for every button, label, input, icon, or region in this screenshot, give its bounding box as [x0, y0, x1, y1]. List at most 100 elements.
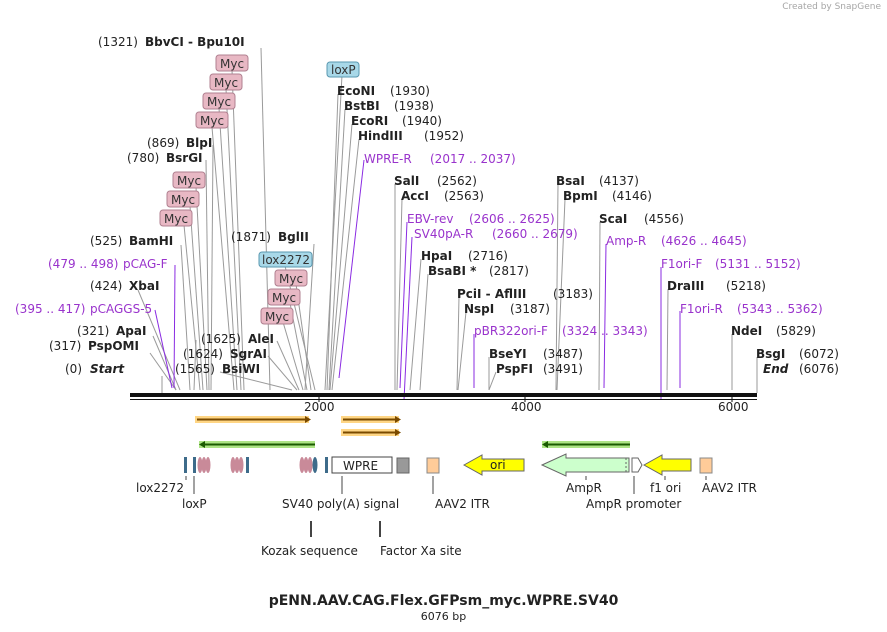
myc-feature[interactable] [307, 457, 313, 473]
site-name[interactable]: BstBI [344, 99, 380, 113]
myc-tag-label: Myc [220, 57, 244, 71]
primer-name[interactable]: WPRE-R [364, 152, 412, 166]
site-pos: (3187) [510, 302, 550, 316]
site-name[interactable]: PciI - AflIII [457, 287, 526, 301]
site-name[interactable]: SgrAI [230, 347, 267, 361]
primer-range: (2660 .. 2679) [492, 227, 578, 241]
site-name[interactable]: EcoRI [351, 114, 388, 128]
primer-name[interactable]: F1ori-R [680, 302, 723, 316]
snapgene-credit: Created by SnapGene [782, 2, 881, 12]
ampr-feature[interactable] [540, 453, 630, 477]
aav2-itr-feature[interactable] [426, 457, 440, 474]
site-name[interactable]: Start [90, 362, 125, 376]
lox2272-feature[interactable] [184, 457, 187, 473]
site-name[interactable]: AccI [401, 189, 429, 203]
myc-feature[interactable] [299, 457, 305, 473]
site-pos: (1940) [402, 114, 442, 128]
axis-tick-2000: 2000 [304, 400, 335, 414]
primer-name[interactable]: pCAG-F [123, 257, 168, 271]
myc-tag[interactable]: Myc [195, 111, 229, 129]
myc-tag[interactable]: Myc [274, 269, 308, 287]
wpre-feature[interactable]: WPRE [331, 456, 393, 474]
site-name[interactable]: DraIII [667, 279, 704, 293]
site-name[interactable]: BsrGI [166, 151, 203, 165]
sv40-pa-feature[interactable] [396, 457, 410, 474]
orf-arrows [195, 416, 630, 448]
myc-feature[interactable] [205, 457, 211, 473]
myc-tag[interactable]: Myc [209, 73, 243, 91]
site-pos: (6076) [799, 362, 839, 376]
factor-xa-label: Factor Xa site [380, 544, 462, 558]
myc-feature[interactable] [197, 457, 203, 473]
myc-tag[interactable]: Myc [172, 171, 206, 189]
myc-feature[interactable] [234, 457, 240, 473]
myc-feature[interactable] [303, 457, 309, 473]
loxp-tag[interactable]: loxP [326, 61, 360, 78]
myc-tag[interactable]: Myc [159, 209, 193, 227]
myc-tag[interactable]: Myc [215, 54, 249, 72]
site-name[interactable]: BsaI [556, 174, 585, 188]
axis-tick-4000: 4000 [511, 400, 542, 414]
lox2272-label: lox2272 [136, 481, 184, 495]
plasmid-length: 6076 bp [420, 610, 467, 623]
myc-feature[interactable] [230, 457, 236, 473]
site-name[interactable]: SalI [394, 174, 419, 188]
ampr-promoter-feature[interactable] [631, 457, 643, 473]
myc-feature[interactable] [201, 457, 207, 473]
site-name[interactable]: BamHI [129, 234, 173, 248]
primer-name[interactable]: pBR322ori-F [474, 324, 548, 338]
myc-tag[interactable]: Myc [260, 307, 294, 325]
ori-feature[interactable]: ori [462, 454, 525, 476]
site-name[interactable]: HpaI [421, 249, 452, 263]
axis-tick-6000: 6000 [718, 400, 749, 414]
site-name[interactable]: BglII [278, 230, 309, 244]
myc-feature[interactable] [238, 457, 244, 473]
primer-name[interactable]: EBV-rev [407, 212, 453, 226]
lox-feature[interactable] [246, 457, 249, 473]
site-name[interactable]: HindIII [358, 129, 403, 143]
site-pos: (1624) [183, 347, 223, 361]
site-name[interactable]: BsaBI * [428, 264, 477, 278]
site-name[interactable]: ApaI [116, 324, 146, 338]
site-name[interactable]: BsgI [756, 347, 785, 361]
f1-ori-feature[interactable] [642, 454, 692, 476]
myc-tag[interactable]: Myc [267, 288, 301, 306]
lox-feature[interactable] [325, 457, 328, 473]
site-name[interactable]: End [763, 362, 789, 376]
site-pos: (2562) [437, 174, 477, 188]
aav2-itr-feature[interactable] [699, 457, 713, 474]
primer-name[interactable]: Amp-R [606, 234, 646, 248]
site-name[interactable]: BlpI [186, 136, 212, 150]
primer-name[interactable]: pCAGGS-5 [90, 302, 152, 316]
site-pos: (3487) [543, 347, 583, 361]
site-pos: (1938) [394, 99, 434, 113]
site-pos: (1321) [98, 35, 138, 49]
wpre-label: WPRE [343, 459, 378, 473]
lox2272-tag[interactable]: lox2272 [258, 251, 313, 268]
site-name[interactable]: EcoNI [337, 84, 375, 98]
primer-name[interactable]: SV40pA-R [414, 227, 473, 241]
loxp-feature[interactable] [193, 457, 196, 473]
myc-tag[interactable]: Myc [202, 92, 236, 110]
site-name[interactable]: XbaI [129, 279, 159, 293]
primer-name[interactable]: F1ori-F [661, 257, 702, 271]
site-leader-lines [137, 47, 758, 393]
site-pos: (869) [147, 136, 179, 150]
site-name[interactable]: NspI [464, 302, 494, 316]
site-name[interactable]: BbvCI - Bpu10I [145, 35, 245, 49]
site-pos: (1952) [424, 129, 464, 143]
site-name[interactable]: BseYI [489, 347, 527, 361]
site-name[interactable]: NdeI [731, 324, 762, 338]
loxp-feature[interactable] [312, 457, 318, 473]
site-name[interactable]: BpmI [563, 189, 598, 203]
site-name[interactable]: ScaI [599, 212, 627, 226]
site-name[interactable]: BsiWI [222, 362, 260, 376]
site-name[interactable]: AleI [248, 332, 274, 346]
plasmid-title: pENN.AAV.CAG.Flex.GFPsm_myc.WPRE.SV40 [268, 593, 619, 609]
site-name[interactable]: PspOMI [88, 339, 139, 353]
loxp-tag-label: loxP [331, 63, 356, 77]
myc-tag[interactable]: Myc [166, 190, 200, 208]
ampr-label: AmpR [566, 481, 602, 495]
site-name[interactable]: PspFI [496, 362, 533, 376]
